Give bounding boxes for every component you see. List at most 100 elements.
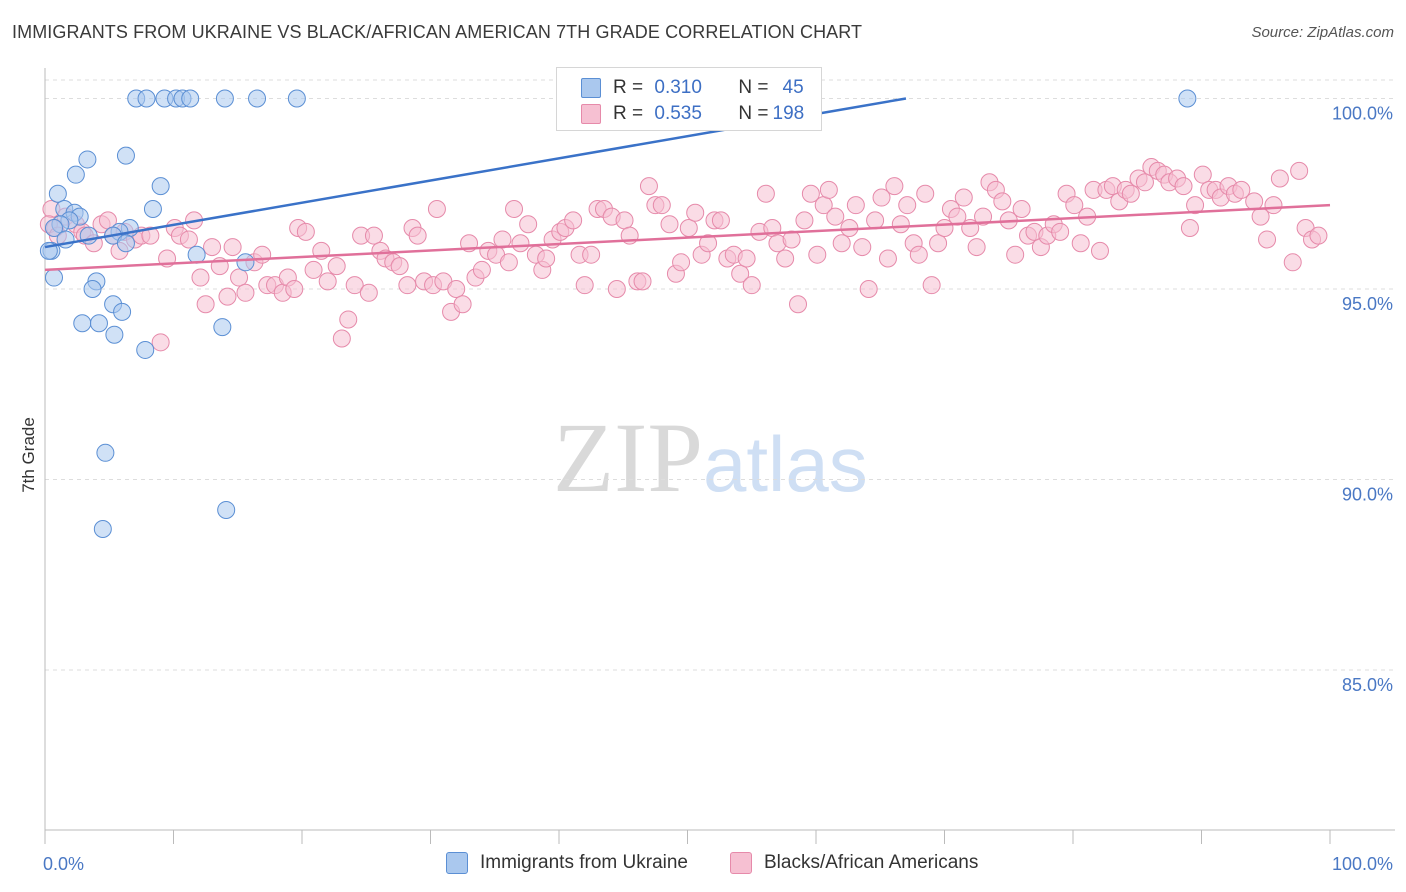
data-point-black xyxy=(1245,192,1264,211)
chart-title: IMMIGRANTS FROM UKRAINE VS BLACK/AFRICAN… xyxy=(12,22,863,42)
data-point-black xyxy=(1071,234,1090,253)
data-point-black xyxy=(795,211,814,230)
data-point-black xyxy=(364,226,383,245)
data-point-black xyxy=(699,234,718,253)
y-tick-label: 100.0% xyxy=(1332,103,1393,123)
data-point-black xyxy=(1283,253,1302,272)
legend-item-ukraine[interactable]: Immigrants from Ukraine xyxy=(446,852,688,874)
data-point-black xyxy=(359,283,378,302)
legend-swatch-blue xyxy=(446,852,468,874)
data-point-black xyxy=(582,245,601,264)
data-point-ukraine xyxy=(181,89,200,108)
data-point-ukraine xyxy=(1178,89,1197,108)
data-point-ukraine xyxy=(215,89,234,108)
legend-n-label: N = xyxy=(738,77,769,98)
correlation-legend: R = 0.310 N = 45 R = 0.535 N = 198 xyxy=(556,67,822,131)
data-point-black xyxy=(737,249,756,268)
data-point-ukraine xyxy=(78,150,97,169)
data-point-ukraine xyxy=(248,89,267,108)
data-point-ukraine xyxy=(66,165,85,184)
data-point-ukraine xyxy=(136,340,155,359)
data-point-ukraine xyxy=(187,245,206,264)
data-point-ukraine xyxy=(137,89,156,108)
data-point-ukraine xyxy=(96,443,115,462)
data-point-black xyxy=(230,268,249,287)
data-point-black xyxy=(390,257,409,276)
data-point-black xyxy=(776,249,795,268)
data-point-ukraine xyxy=(143,199,162,218)
data-point-black xyxy=(296,222,315,241)
legend-n-label: N = xyxy=(738,103,769,124)
data-point-ukraine xyxy=(105,325,124,344)
legend-label-ukraine: Immigrants from Ukraine xyxy=(480,852,688,873)
data-point-black xyxy=(285,279,304,298)
data-point-black xyxy=(660,215,679,234)
data-point-black xyxy=(519,215,538,234)
data-point-black xyxy=(607,279,626,298)
data-point-ukraine xyxy=(116,146,135,165)
data-point-black xyxy=(891,215,910,234)
data-point-ukraine xyxy=(151,177,170,196)
legend-r-label: R = xyxy=(613,103,644,124)
data-point-black xyxy=(537,249,556,268)
data-point-black xyxy=(332,329,351,348)
legend-label-black: Blacks/African Americans xyxy=(764,852,979,873)
data-point-ukraine xyxy=(113,302,132,321)
legend-row-black: R = 0.535 N = 198 xyxy=(581,100,804,128)
data-point-black xyxy=(304,260,323,279)
legend-r-value: 0.535 xyxy=(654,103,702,124)
x-tick-label: 100.0% xyxy=(1332,854,1393,874)
data-point-black xyxy=(898,196,917,215)
data-point-ukraine xyxy=(73,314,92,333)
data-point-ukraine xyxy=(44,268,63,287)
data-point-black xyxy=(832,234,851,253)
data-point-black xyxy=(472,260,491,279)
data-point-black xyxy=(1121,184,1140,203)
data-point-black xyxy=(447,279,466,298)
data-point-black xyxy=(196,295,215,314)
data-point-black xyxy=(253,245,272,264)
data-point-ukraine xyxy=(83,279,102,298)
data-point-black xyxy=(1309,226,1328,245)
data-point-black xyxy=(1065,196,1084,215)
legend-r-label: R = xyxy=(613,77,644,98)
data-point-ukraine xyxy=(213,318,232,337)
data-point-black xyxy=(575,276,594,295)
data-point-ukraine xyxy=(48,184,67,203)
data-point-black xyxy=(1174,177,1193,196)
legend-swatch-blue xyxy=(581,78,601,98)
data-point-black xyxy=(1290,161,1309,180)
data-point-ukraine xyxy=(287,89,306,108)
data-point-black xyxy=(954,188,973,207)
data-point-black xyxy=(1232,180,1251,199)
data-point-ukraine xyxy=(44,219,63,238)
data-point-black xyxy=(499,253,518,272)
data-point-black xyxy=(846,196,865,215)
data-point-black xyxy=(731,264,750,283)
data-point-black xyxy=(974,207,993,226)
data-point-black xyxy=(179,230,198,249)
data-point-black xyxy=(203,238,222,257)
data-point-black xyxy=(615,211,634,230)
data-point-ukraine xyxy=(89,314,108,333)
y-tick-label: 85.0% xyxy=(1342,675,1393,695)
data-point-black xyxy=(427,199,446,218)
data-point-black xyxy=(1258,230,1277,249)
data-point-black xyxy=(872,188,891,207)
data-point-black xyxy=(672,253,691,272)
data-point-black xyxy=(453,295,472,314)
legend-r-value: 0.310 xyxy=(654,77,702,98)
data-point-black xyxy=(1051,222,1070,241)
data-point-black xyxy=(808,245,827,264)
data-point-black xyxy=(191,268,210,287)
data-point-black xyxy=(398,276,417,295)
legend-item-black[interactable]: Blacks/African Americans xyxy=(730,852,978,874)
data-point-black xyxy=(633,272,652,291)
data-point-ukraine xyxy=(217,500,236,519)
data-point-black xyxy=(223,238,242,257)
data-point-black xyxy=(993,192,1012,211)
data-point-ukraine xyxy=(236,253,255,272)
legend-swatch-pink xyxy=(581,104,601,124)
data-point-black xyxy=(885,177,904,196)
